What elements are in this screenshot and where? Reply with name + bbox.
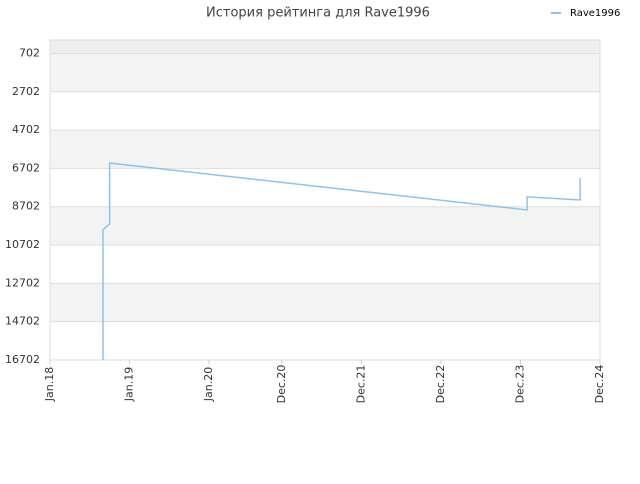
band xyxy=(50,91,600,131)
band xyxy=(50,283,600,322)
y-tick-label: 6702 xyxy=(12,161,40,174)
x-tick-label: Jan.18 xyxy=(43,367,56,402)
x-tick-label: Jan.20 xyxy=(202,367,215,402)
y-tick-label: 2702 xyxy=(12,85,40,98)
plot-border xyxy=(49,39,601,361)
x-tick-label: Dec.20 xyxy=(275,365,288,404)
y-tick-label: 14702 xyxy=(5,315,40,328)
y-tick-label: 16702 xyxy=(5,353,40,366)
x-tick-label: Jan.19 xyxy=(123,367,136,402)
legend-label: Rave1996 xyxy=(570,8,620,19)
band xyxy=(50,321,600,360)
band xyxy=(50,53,600,92)
y-tick-label: 8702 xyxy=(12,200,40,213)
y-tick-label: 10702 xyxy=(5,238,40,251)
x-tick-label: Dec.23 xyxy=(513,365,526,404)
x-tick-label: Dec.24 xyxy=(593,365,606,404)
y-tick-label: 12702 xyxy=(5,276,40,289)
y-tick-label: 4702 xyxy=(12,123,40,136)
x-tick-label: Dec.22 xyxy=(434,365,447,404)
band xyxy=(50,40,600,54)
chart-title: История рейтинга для Rave1996 xyxy=(206,6,430,21)
band xyxy=(50,206,600,246)
band xyxy=(50,245,600,284)
y-tick-label: 702 xyxy=(19,46,40,59)
band xyxy=(50,130,600,169)
data-line xyxy=(102,162,581,360)
x-tick-label: Dec.21 xyxy=(354,365,367,404)
